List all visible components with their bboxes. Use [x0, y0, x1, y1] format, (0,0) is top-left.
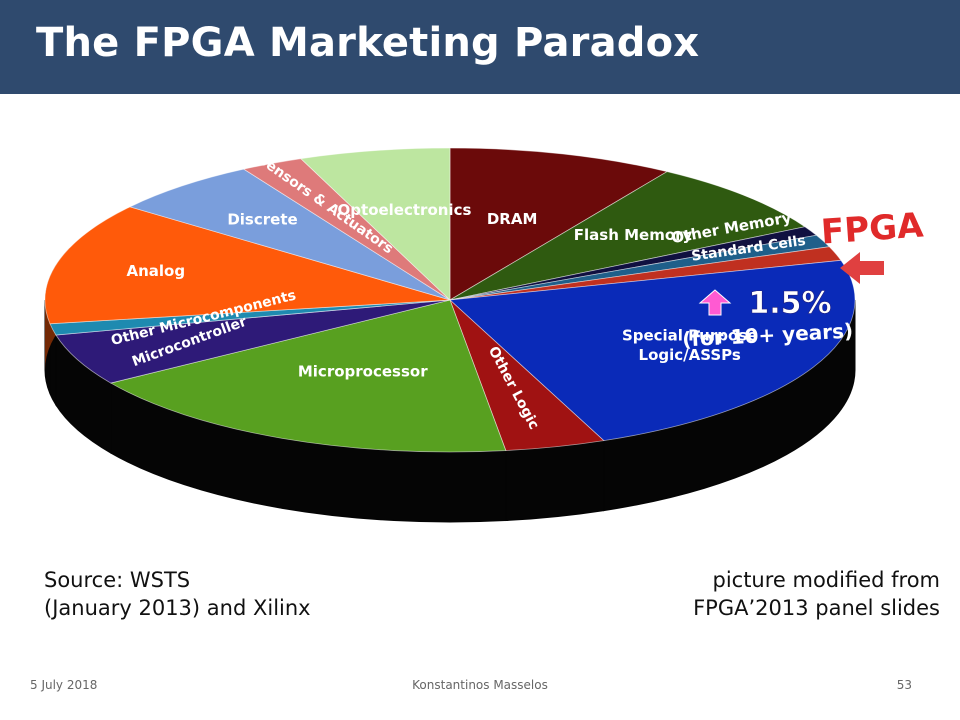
- title-bar: The FPGA Marketing Paradox: [0, 0, 960, 94]
- source-caption: Source: WSTS (January 2013) and Xilinx: [44, 566, 311, 622]
- slice-label-flash-memory: Flash Memory: [574, 226, 693, 244]
- slice-label-dram: DRAM: [487, 210, 538, 228]
- slice-label-analog: Analog: [126, 262, 185, 280]
- slice-flash-memory: [449, 171, 806, 301]
- slice-optoelectronics: [300, 147, 451, 301]
- source-line-2: (January 2013) and Xilinx: [44, 596, 311, 620]
- slice-special-purpose-logic-assps: [449, 259, 856, 442]
- slice-microprocessor: [109, 299, 507, 453]
- slice-label-special-purpose-logic-assps: Special Purpose Logic/ASSPs: [622, 326, 757, 364]
- slice-discrete: [128, 168, 451, 301]
- slice-side-other-logic: [505, 440, 605, 522]
- slice-label-microprocessor: Microprocessor: [298, 362, 428, 380]
- source-line-1: Source: WSTS: [44, 568, 191, 592]
- fpga-share-up-arrow-icon: [698, 289, 732, 316]
- fpga-callout-label: FPGA: [820, 205, 926, 252]
- slice-analog: [44, 206, 451, 325]
- footer-author: Konstantinos Masselos: [412, 678, 548, 692]
- slice-label-discrete: Discrete: [227, 211, 297, 229]
- slice-microcontroller: [55, 299, 451, 384]
- footer-page-number: 53: [896, 678, 912, 692]
- credit-caption: picture modified from FPGA’2013 panel sl…: [693, 566, 940, 622]
- slice-dram: [449, 147, 669, 301]
- credit-line-2: FPGA’2013 panel slides: [693, 596, 940, 620]
- footer-date: 5 July 2018: [30, 678, 98, 692]
- credit-line-1: picture modified from: [712, 568, 940, 592]
- fpga-share-value: 1.5%: [748, 286, 831, 321]
- slide-title: The FPGA Marketing Paradox: [36, 20, 700, 66]
- fpga-callout-arrow-icon: [840, 252, 884, 284]
- slice-label-optoelectronics: Optoelectronics: [338, 201, 472, 219]
